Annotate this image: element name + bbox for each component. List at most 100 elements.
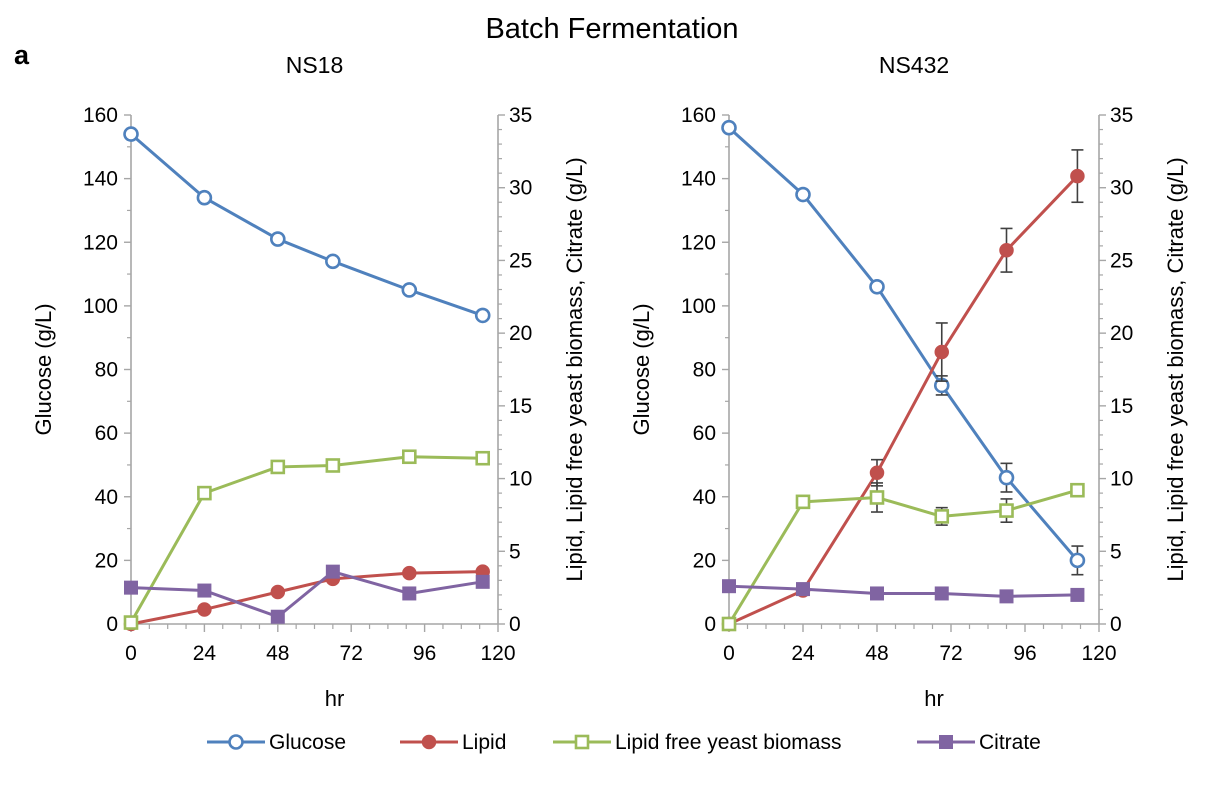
- data-point-lipid-free-yeast-biomass: [325, 458, 341, 473]
- data-point-glucose: [401, 282, 418, 298]
- x-tick-label: 72: [939, 642, 962, 665]
- chart-panel-ns432: NS432 0 20 40 60 80 100 120 140 160 0 5 10 15 20 25 30 35…: [629, 52, 1188, 711]
- panel-letter: a: [14, 40, 30, 70]
- x-tick-label: 0: [723, 642, 735, 665]
- data-point-glucose: [998, 469, 1015, 486]
- data-point-lipid-free-yeast-biomass: [402, 449, 417, 465]
- left-tick-label: 80: [95, 359, 118, 382]
- right-tick-label: 15: [509, 395, 532, 418]
- left-axis-title: Glucose (g/L): [31, 303, 56, 435]
- data-point-glucose: [474, 307, 491, 324]
- data-point-glucose: [269, 231, 286, 247]
- right-tick-label: 20: [509, 322, 532, 345]
- x-tick-label: 24: [193, 642, 217, 665]
- data-point-citrate: [999, 589, 1014, 604]
- series-citrate: [722, 579, 1085, 604]
- series-line-lipid: [728, 175, 1079, 626]
- right-tick-label: 30: [509, 177, 532, 200]
- data-point-citrate: [796, 582, 810, 597]
- series-glucose: [123, 126, 491, 324]
- data-point-lipid: [197, 602, 212, 617]
- right-tick-label: 20: [1110, 322, 1133, 345]
- data-point-lipid-free-yeast-biomass: [123, 615, 139, 630]
- data-point-lipid: [999, 242, 1014, 258]
- x-tick-label: 96: [1013, 642, 1036, 665]
- series-line-lipid-free-yeast-biomass: [129, 455, 483, 624]
- data-point-glucose: [721, 119, 737, 136]
- left-tick-label: 140: [681, 168, 716, 191]
- x-axis-title: hr: [325, 686, 345, 711]
- right-tick-label: 10: [1110, 468, 1133, 491]
- legend: Glucose Lipid Lipid free yeast biomass Citr…: [207, 731, 1041, 754]
- left-tick-label: 20: [693, 549, 716, 572]
- legend-marker: [421, 734, 437, 750]
- series-line-lipid: [130, 570, 483, 626]
- legend-label: Glucose: [269, 731, 346, 754]
- right-tick-label: 0: [1110, 613, 1122, 636]
- series-citrate: [124, 564, 490, 624]
- data-point-glucose: [1069, 552, 1086, 569]
- legend-label: Citrate: [979, 731, 1041, 754]
- data-point-lipid: [934, 344, 949, 360]
- data-point-citrate: [197, 583, 212, 598]
- legend-marker: [228, 734, 244, 750]
- x-tick-label: 48: [266, 642, 289, 665]
- left-tick-label: 160: [681, 104, 716, 127]
- x-tick-label: 48: [865, 642, 888, 665]
- data-point-lipid: [1070, 168, 1085, 184]
- figure-title: Batch Fermentation: [485, 13, 738, 45]
- x-tick-label: 0: [125, 642, 137, 665]
- data-point-glucose: [869, 278, 885, 295]
- right-tick-label: 5: [509, 540, 521, 563]
- data-point-citrate: [1070, 587, 1085, 602]
- data-point-lipid-free-yeast-biomass: [721, 616, 737, 632]
- data-point-citrate: [325, 564, 340, 579]
- data-point-citrate: [270, 609, 285, 624]
- left-tick-label: 100: [83, 295, 118, 318]
- data-point-citrate: [124, 580, 138, 595]
- legend-label: Lipid free yeast biomass: [615, 731, 841, 754]
- right-axis-title: Lipid, Lipid free yeast biomass, Citrate…: [1163, 157, 1188, 581]
- left-axis-title: Glucose (g/L): [629, 303, 654, 435]
- x-tick-label: 96: [413, 642, 436, 665]
- charts: NS18020406080100120140160051015202530350…: [31, 52, 1188, 711]
- left-tick-label: 140: [83, 168, 118, 191]
- data-point-citrate: [402, 586, 417, 601]
- right-tick-label: 10: [509, 468, 532, 491]
- right-tick-label: 15: [1110, 395, 1133, 418]
- series-line-glucose: [130, 132, 484, 317]
- right-tick-label: 5: [1110, 540, 1122, 563]
- data-point-glucose: [123, 126, 139, 142]
- legend-item-citrate: Citrate: [917, 731, 1041, 754]
- legend-item-glucose: Glucose: [207, 731, 346, 754]
- left-tick-label: 0: [106, 613, 118, 636]
- data-point-lipid-free-yeast-biomass: [197, 485, 212, 501]
- data-point-lipid-free-yeast-biomass: [270, 459, 286, 475]
- x-tick-label: 120: [480, 642, 515, 665]
- right-tick-label: 0: [509, 613, 521, 636]
- right-axis-title: Lipid, Lipid free yeast biomass, Citrate…: [562, 157, 587, 581]
- right-tick-label: 30: [1110, 177, 1133, 200]
- data-point-glucose: [196, 189, 213, 206]
- series-line-citrate: [728, 584, 1078, 598]
- legend-label: Lipid: [462, 731, 506, 754]
- series-line-lipid-free-yeast-biomass: [727, 488, 1078, 625]
- data-point-lipid-free-yeast-biomass: [475, 450, 491, 466]
- left-tick-label: 80: [693, 359, 716, 382]
- data-point-lipid-free-yeast-biomass: [999, 503, 1014, 518]
- x-axis-title: hr: [924, 686, 944, 711]
- series-lipid-free-yeast-biomass: [721, 482, 1085, 632]
- legend-marker: [574, 734, 590, 750]
- left-tick-label: 120: [681, 231, 716, 254]
- data-point-glucose: [325, 253, 341, 270]
- left-tick-label: 40: [95, 486, 118, 509]
- left-tick-label: 20: [95, 549, 118, 572]
- data-point-lipid-free-yeast-biomass: [934, 509, 950, 524]
- series-lipid: [721, 149, 1085, 632]
- legend-marker: [939, 735, 953, 749]
- data-point-citrate: [475, 574, 490, 589]
- legend-item-lipid-free-yeast-biomass: Lipid free yeast biomass: [553, 731, 841, 754]
- left-tick-label: 60: [95, 422, 118, 445]
- right-tick-label: 35: [1110, 104, 1133, 127]
